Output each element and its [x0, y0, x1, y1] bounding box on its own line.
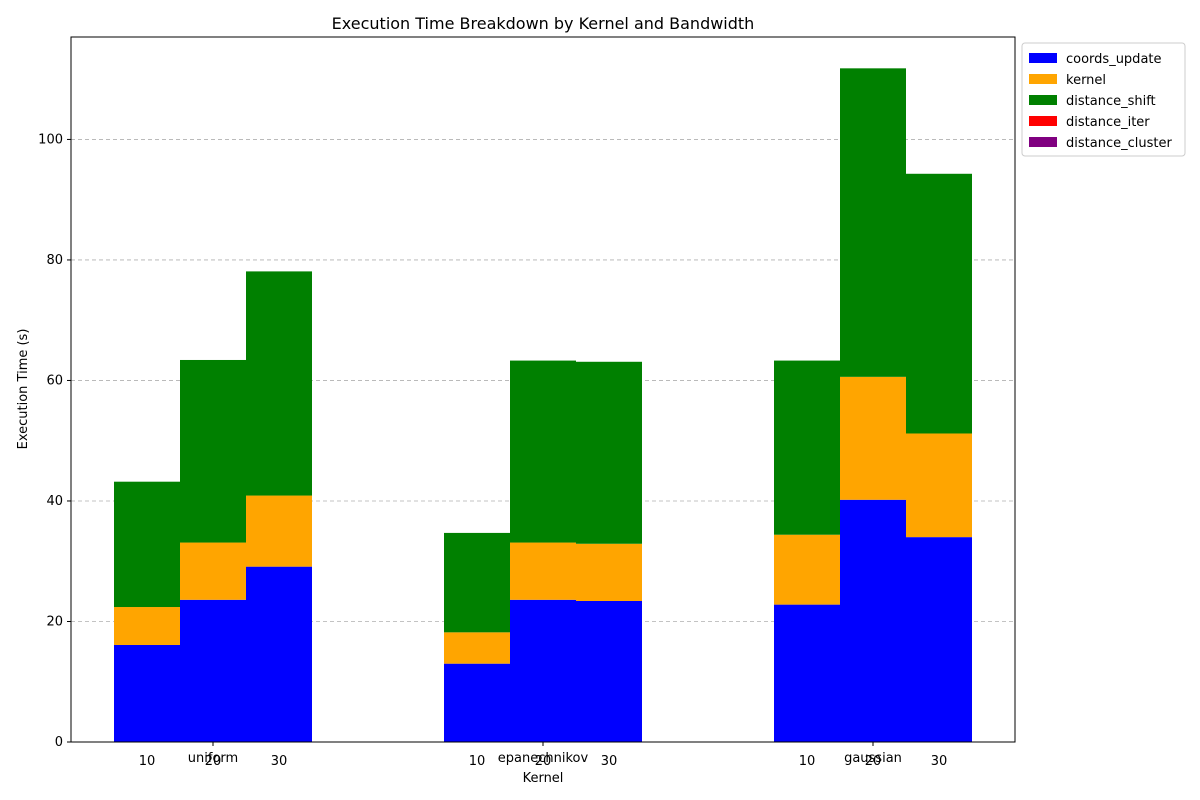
bar-segment-distance_shift	[840, 68, 906, 377]
legend-swatch	[1029, 74, 1057, 84]
bandwidth-label: 30	[601, 754, 618, 769]
group-label: gaussian	[844, 751, 902, 766]
y-axis-title: Execution Time (s)	[16, 329, 31, 450]
x-axis: 10 20 30 uniform 10 20 30 epanechnikov 10 20 30 gau…	[139, 742, 948, 769]
bar-segment-distance_shift	[510, 360, 576, 543]
bandwidth-label: 10	[799, 754, 816, 769]
bandwidth-label: 20	[865, 754, 882, 769]
y-tick-label: 60	[46, 373, 63, 388]
legend-label: distance_iter	[1066, 115, 1150, 130]
legend-swatch	[1029, 116, 1057, 126]
bandwidth-label: 30	[271, 754, 288, 769]
group-label: uniform	[188, 751, 238, 766]
bar-segment-distance_shift	[774, 360, 840, 535]
x-axis-title: Kernel	[523, 771, 564, 786]
bar-segment-kernel	[774, 534, 840, 605]
legend-swatch	[1029, 53, 1057, 63]
y-tick-label: 80	[46, 253, 63, 268]
legend-label: distance_cluster	[1066, 136, 1172, 151]
chart-title: Execution Time Breakdown by Kernel and B…	[332, 14, 755, 33]
bar-segment-distance_shift	[906, 173, 972, 434]
bandwidth-label: 10	[469, 754, 486, 769]
y-tick-label: 20	[46, 614, 63, 629]
y-axis: 0 20 40 60 80 100	[38, 132, 71, 750]
bar-segment-coords_update	[444, 663, 510, 742]
group-label: epanechnikov	[498, 751, 589, 766]
legend-label: distance_shift	[1066, 94, 1156, 109]
y-tick-label: 40	[46, 494, 63, 509]
bar-segment-coords_update	[576, 601, 642, 742]
bar-segment-kernel	[180, 542, 246, 600]
y-tick-label: 0	[55, 735, 63, 750]
bar-segment-coords_update	[114, 644, 180, 742]
bars	[114, 68, 972, 742]
legend-swatch	[1029, 137, 1057, 147]
bar-segment-kernel	[114, 607, 180, 645]
bar-segment-kernel	[510, 542, 576, 600]
legend-frame	[1021, 42, 1186, 157]
bar-segment-coords_update	[510, 599, 576, 742]
bar-segment-distance_shift	[180, 359, 246, 543]
bandwidth-label: 30	[931, 754, 948, 769]
bandwidth-label: 20	[205, 754, 222, 769]
bandwidth-label: 10	[139, 754, 156, 769]
bar-segment-kernel	[444, 632, 510, 664]
bar-segment-kernel	[840, 376, 906, 500]
bar-segment-kernel	[906, 433, 972, 538]
bar-segment-coords_update	[840, 499, 906, 742]
bar-segment-distance_shift	[246, 271, 312, 496]
legend-swatch	[1029, 95, 1057, 105]
bar-segment-distance_shift	[444, 532, 510, 633]
bar-segment-kernel	[576, 543, 642, 601]
bandwidth-label: 20	[535, 754, 552, 769]
bar-segment-coords_update	[774, 604, 840, 742]
y-tick-label: 100	[38, 132, 63, 147]
legend-label: coords_update	[1066, 52, 1162, 67]
bar-segment-distance_shift	[114, 481, 180, 608]
bar-segment-distance_shift	[576, 361, 642, 544]
bar-segment-coords_update	[180, 599, 246, 742]
bar-segment-coords_update	[246, 566, 312, 742]
bar-segment-coords_update	[906, 537, 972, 742]
bar-segment-kernel	[246, 495, 312, 567]
legend-label: kernel	[1066, 73, 1106, 88]
